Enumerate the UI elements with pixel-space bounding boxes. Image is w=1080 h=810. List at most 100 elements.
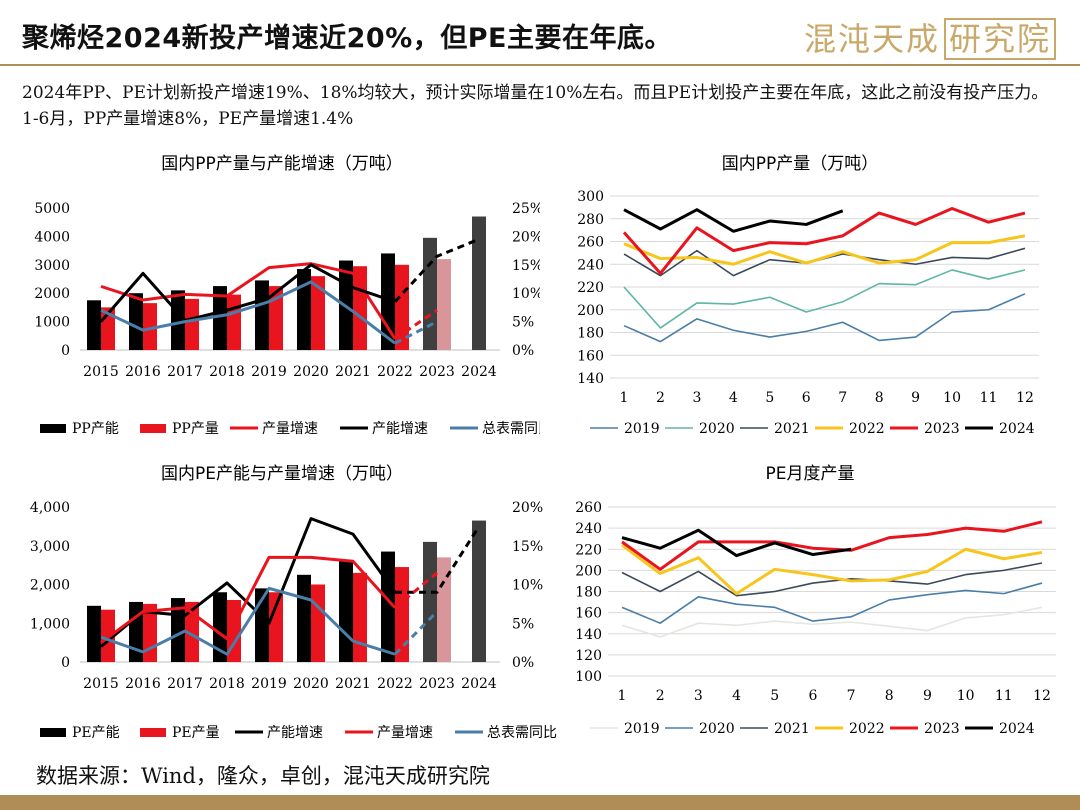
legend-label-2024: 2024 — [999, 721, 1035, 737]
x-tick-5: 5 — [765, 390, 774, 406]
legend-label-2: 产能增速 — [267, 725, 323, 741]
line-2021 — [623, 247, 1026, 277]
x-tick-4: 4 — [732, 688, 741, 704]
line-2022 — [623, 234, 1026, 266]
x-tick-2019: 2019 — [251, 364, 287, 380]
bar-PE-2016 — [129, 601, 143, 662]
line-2023 — [622, 207, 1026, 275]
x-tick-2021: 2021 — [335, 364, 371, 380]
bar-PP-2024 — [472, 216, 486, 350]
legend-label-1: PP产量 — [172, 421, 219, 437]
legend-label-1: PE产量 — [172, 725, 220, 741]
bar-PP-2019 — [255, 280, 269, 350]
x-tick-2016: 2016 — [125, 676, 161, 692]
y-left-tick-1000: 1000 — [34, 315, 70, 331]
x-tick-3: 3 — [692, 390, 701, 406]
x-tick-1: 1 — [618, 688, 627, 704]
y-tick-180: 180 — [575, 585, 602, 601]
y-tick-160: 160 — [575, 606, 602, 622]
x-tick-2024: 2024 — [461, 364, 497, 380]
line-x-forecast — [393, 237, 480, 303]
y-tick-300: 300 — [577, 189, 604, 205]
x-tick-5: 5 — [770, 688, 779, 704]
bar-PE-2018 — [213, 592, 227, 662]
y-right-tick-0: 0% — [512, 655, 534, 671]
bar-PE-2021 — [353, 572, 367, 662]
y-tick-200: 200 — [575, 563, 602, 579]
y-right-tick-15: 15% — [512, 539, 543, 555]
legend-label-2019: 2019 — [624, 421, 660, 437]
chart-title: 国内PE产能与产量增速（万吨） — [161, 464, 403, 484]
line-x-actual — [100, 280, 396, 345]
legend-label-2020: 2020 — [699, 421, 735, 437]
bar-PE-2020 — [297, 574, 311, 662]
x-tick-2015: 2015 — [83, 676, 119, 692]
line-2022 — [621, 543, 1043, 596]
y-tick-220: 220 — [577, 280, 604, 296]
x-tick-8: 8 — [875, 390, 884, 406]
title-rule — [0, 64, 1080, 66]
bar-PP-2017 — [185, 298, 199, 350]
legend-swatch-0 — [40, 424, 66, 433]
bar-PE-2021 — [339, 561, 353, 662]
line-x-forecast — [394, 308, 438, 340]
bar-PP-2018 — [213, 286, 227, 350]
y-right-tick-10: 10% — [512, 578, 543, 594]
pe-capacity-output-chart: 国内PE产能与产量增速（万吨） 0 1,000 2,000 3,000 4,000 0% 5%… — [30, 464, 557, 741]
legend-label-2021: 2021 — [774, 721, 810, 737]
legend-label-2020: 2020 — [699, 721, 735, 737]
bar-PE-2022 — [395, 567, 409, 662]
y-tick-120: 120 — [575, 648, 602, 664]
y-tick-240: 240 — [577, 257, 604, 273]
chart-title: 国内PP产量（万吨） — [722, 154, 879, 174]
y-tick-140: 140 — [575, 627, 602, 643]
legend-label-2022: 2022 — [849, 721, 885, 737]
line-x-forecast — [393, 610, 439, 656]
line-x-actual — [99, 263, 396, 323]
legend-swatch-1 — [140, 728, 166, 737]
x-tick-7: 7 — [838, 390, 847, 406]
x-tick-12: 12 — [1033, 688, 1051, 704]
y-right-tick-15: 15% — [512, 258, 540, 274]
line-2019 — [623, 293, 1026, 343]
line-x-forecast — [394, 320, 438, 345]
bar-PP-2022 — [381, 253, 395, 350]
page-title: 聚烯烃2024新投产增速近20%，但PE主要在年底。 — [22, 23, 673, 54]
x-tick-2016: 2016 — [125, 364, 161, 380]
y-left-tick-2000: 2000 — [34, 286, 70, 302]
line-x-forecast — [395, 525, 481, 594]
line-2024 — [623, 208, 844, 233]
line-2019 — [621, 606, 1043, 638]
line-x-actual — [100, 555, 397, 644]
bar-PP-2017 — [171, 290, 185, 350]
x-tick-2017: 2017 — [167, 364, 203, 380]
x-tick-7: 7 — [847, 688, 856, 704]
legend-label-2021: 2021 — [774, 421, 810, 437]
y-left-tick-0: 0 — [61, 343, 70, 359]
x-tick-2015: 2015 — [83, 364, 119, 380]
x-tick-2022: 2022 — [377, 364, 413, 380]
y-right-tick-5: 5% — [512, 315, 534, 331]
legend-label-3: 产能增速 — [372, 421, 428, 437]
data-source: 数据来源：Wind，隆众，卓创，混沌天成研究院 — [36, 764, 490, 788]
y-right-tick-0: 0% — [512, 343, 534, 359]
line-x-forecast — [394, 571, 438, 609]
x-tick-2018: 2018 — [209, 676, 245, 692]
bar-PE-2023 — [437, 557, 451, 662]
x-tick-6: 6 — [802, 390, 811, 406]
x-tick-2: 2 — [656, 390, 665, 406]
line-x-actual — [100, 586, 396, 656]
x-tick-11: 11 — [995, 688, 1013, 704]
line-2024 — [621, 528, 852, 558]
x-tick-11: 11 — [980, 390, 998, 406]
bar-PP-2022 — [395, 264, 409, 350]
y-tick-280: 280 — [577, 212, 604, 228]
x-tick-2019: 2019 — [251, 676, 287, 692]
legend-swatch-0 — [40, 728, 66, 737]
logo-box-text: 研究院 — [943, 18, 1056, 60]
legend-label-0: PP产能 — [72, 421, 119, 437]
line-2023 — [621, 520, 1043, 571]
x-tick-10: 10 — [943, 390, 961, 406]
bar-PP-2016 — [143, 303, 157, 350]
